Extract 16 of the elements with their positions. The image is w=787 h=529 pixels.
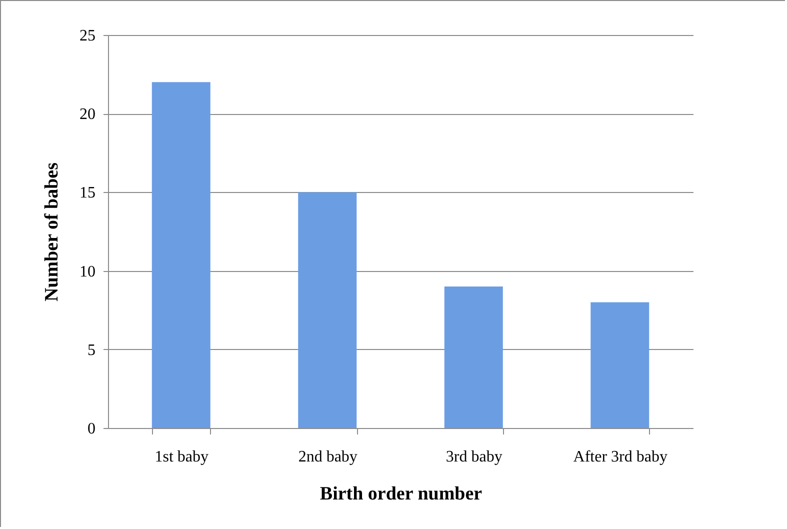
bar [152, 82, 210, 428]
y-tick-label: 15 [80, 184, 96, 202]
y-tick-label: 20 [80, 106, 96, 124]
x-tick-label: 1st baby [154, 448, 209, 466]
y-tick-label: 0 [88, 420, 96, 438]
x-axis-title: Birth order number [320, 484, 483, 504]
bar [298, 192, 357, 428]
bar [590, 302, 650, 428]
x-tick-label: 2nd baby [298, 448, 358, 466]
x-tick-label: After 3rd baby [573, 448, 668, 466]
y-tick-label: 5 [88, 342, 96, 359]
x-tick-label: 3rd baby [446, 448, 502, 466]
y-tick-label: 10 [80, 263, 96, 280]
y-axis-title: Number of babes [42, 162, 62, 302]
y-tick-label: 25 [80, 28, 96, 44]
bar [444, 286, 503, 428]
